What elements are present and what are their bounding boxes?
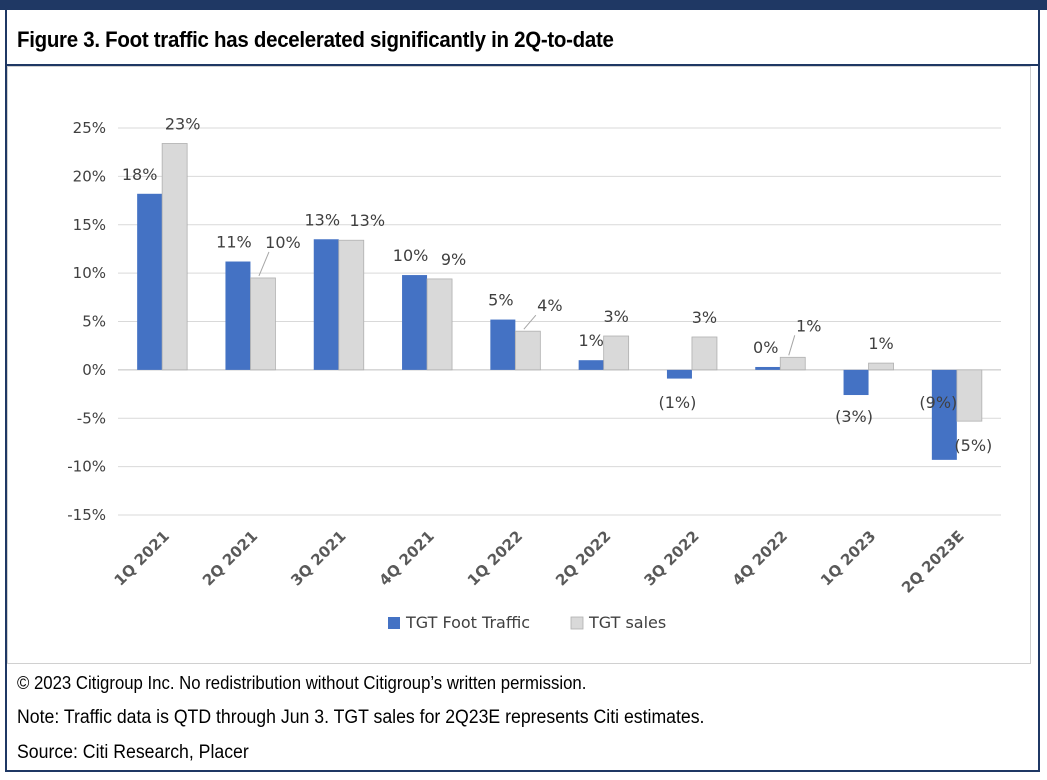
sales-data-label: 1%: [868, 334, 893, 353]
foot-traffic-data-label: 5%: [488, 291, 513, 310]
figure-frame: [5, 4, 1040, 772]
foot-traffic-bar: [402, 275, 428, 370]
x-tick-label: 1Q 2022: [464, 527, 526, 589]
legend-swatch-sales: [570, 616, 584, 630]
sales-data-label: 23%: [165, 114, 201, 133]
x-tick-label: 2Q 2022: [552, 527, 614, 589]
foot-traffic-bar: [225, 261, 251, 370]
sales-data-label: 3%: [692, 308, 717, 327]
x-tick-label: 4Q 2022: [729, 527, 791, 589]
sales-bar: [691, 336, 718, 371]
sales-bar: [161, 143, 188, 371]
sales-data-label: 9%: [441, 250, 466, 269]
x-tick-label: 1Q 2021: [111, 527, 173, 589]
legend-label-foot-traffic: TGT Foot Traffic: [405, 613, 530, 632]
x-tick-label: 2Q 2023E: [898, 527, 968, 597]
title-rule: [7, 64, 1038, 66]
bar-chart: 25% 20% 15% 10% 5% 0% -5% -10% -15% 18% 23% 1Q 2021…: [67, 114, 1001, 632]
sales-data-label: 3%: [603, 307, 628, 326]
note-text: Note: Traffic data is QTD through Jun 3.…: [17, 707, 705, 728]
x-tick-label: 2Q 2021: [199, 527, 261, 589]
foot-traffic-data-label: (3%): [835, 407, 873, 426]
y-tick-label: 15%: [73, 216, 106, 234]
sales-data-label: (5%): [954, 436, 992, 455]
foot-traffic-bar: [666, 369, 692, 379]
chart-area: 25% 20% 15% 10% 5% 0% -5% -10% -15% 18% 23% 1Q 2021…: [7, 66, 1031, 664]
foot-traffic-data-label: 18%: [122, 165, 158, 184]
foot-traffic-data-label: 1%: [578, 331, 603, 350]
y-tick-label: 10%: [73, 264, 106, 282]
sales-bar: [868, 362, 894, 371]
y-tick-label: 25%: [73, 119, 106, 137]
sales-bar: [250, 277, 276, 371]
sales-data-label: 13%: [349, 211, 385, 230]
sales-bar: [956, 369, 983, 422]
y-tick-label: 0%: [82, 361, 106, 379]
x-tick-label: 4Q 2021: [376, 527, 438, 589]
x-tick-label: 3Q 2022: [640, 527, 702, 589]
legend-swatch-foot-traffic: [388, 617, 400, 629]
foot-traffic-bar: [755, 366, 781, 370]
label-leader-line: [258, 251, 270, 277]
legend-label-sales: TGT sales: [588, 613, 666, 632]
foot-traffic-data-label: 11%: [216, 233, 252, 252]
top-rule: [0, 0, 1047, 10]
sales-data-label: 4%: [537, 296, 562, 315]
sales-data-label: 10%: [265, 233, 301, 252]
sales-bar: [514, 330, 541, 371]
foot-traffic-bar: [137, 193, 163, 370]
figure-title: Figure 3. Foot traffic has decelerated s…: [17, 27, 614, 52]
sales-bar: [603, 335, 630, 371]
foot-traffic-bar: [931, 369, 957, 460]
foot-traffic-data-label: 0%: [753, 338, 778, 357]
y-tick-label: -15%: [67, 506, 106, 524]
source-text: Source: Citi Research, Placer: [17, 742, 249, 763]
foot-traffic-bar: [313, 239, 339, 370]
y-tick-label: -5%: [77, 409, 106, 427]
sales-bar: [426, 278, 453, 371]
sales-data-label: 1%: [796, 316, 821, 335]
foot-traffic-data-label: 10%: [393, 246, 429, 265]
copyright-text: © 2023 Citigroup Inc. No redistribution …: [17, 673, 587, 693]
y-tick-label: -10%: [67, 458, 106, 476]
foot-traffic-bar: [578, 360, 604, 370]
foot-traffic-data-label: (1%): [659, 393, 697, 412]
label-leader-line: [788, 335, 796, 356]
foot-traffic-bar: [490, 319, 516, 370]
x-tick-label: 1Q 2023: [817, 527, 879, 589]
foot-traffic-data-label: (9%): [919, 393, 957, 412]
label-leader-line: [523, 314, 537, 330]
sales-bar: [779, 356, 806, 371]
y-tick-label: 20%: [73, 167, 106, 185]
foot-traffic-bar: [843, 369, 869, 396]
y-tick-label: 5%: [82, 313, 106, 331]
foot-traffic-data-label: 13%: [304, 210, 340, 229]
x-tick-label: 3Q 2021: [287, 527, 349, 589]
sales-bar: [338, 239, 365, 371]
